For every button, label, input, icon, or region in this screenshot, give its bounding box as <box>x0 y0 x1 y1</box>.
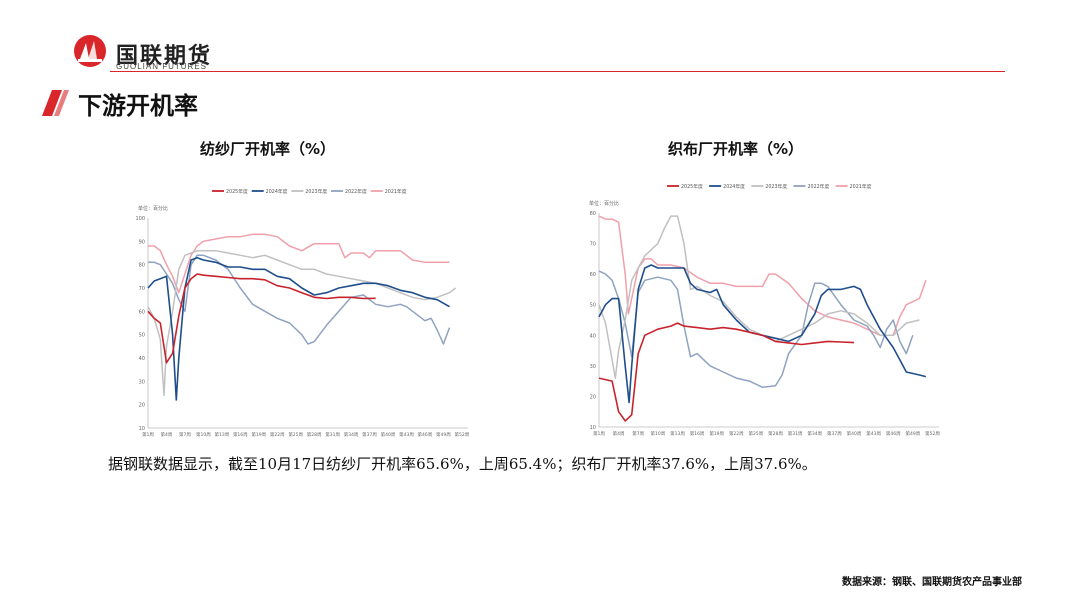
spinning-mill-rate-chart: 单位：百分比 10 20 30 40 50 60 70 80 90 100 第1周 第4周 第7周 第10周… <box>135 188 469 438</box>
x-tick-label: 第34周 <box>807 430 822 437</box>
legend-entry: 2025年度 <box>226 188 248 195</box>
x-tick-label: 第4周 <box>161 431 173 438</box>
y-tick-label: 10 <box>590 425 596 431</box>
y-tick-label: 20 <box>139 403 145 409</box>
x-tick-label: 第40周 <box>381 431 396 438</box>
y-tick-label: 70 <box>139 286 145 292</box>
y-tick-label: 40 <box>139 356 145 362</box>
chart-title-weaving: 织布厂开机率（%） <box>668 140 804 158</box>
series-line-2023年度 <box>147 249 457 397</box>
data-source: 数据来源：钢联、国联期货农产品事业部 <box>842 577 1022 588</box>
x-tick-label: 第43周 <box>399 431 414 438</box>
x-tick-label: 第1周 <box>593 430 605 437</box>
series-line-2021年度 <box>598 215 927 337</box>
weaving-mill-rate-chart: 单位：百分比1020304050607080第1周 第4周 第7周 第10周 第13周第… <box>589 183 940 437</box>
legend-entry: 2023年度 <box>305 188 327 195</box>
y-tick-label: 50 <box>590 303 596 309</box>
y-tick-label: 50 <box>139 333 145 339</box>
x-tick-label: 第46周 <box>886 430 901 437</box>
x-tick-label: 第13周 <box>670 430 685 437</box>
summary-text: 据钢联数据显示，截至10月17日纺纱厂开机率65.6%，上周65.4%；织布厂开… <box>108 455 817 473</box>
x-tick-label: 第28周 <box>307 431 322 438</box>
x-tick-label: 第37周 <box>362 431 377 438</box>
y-tick-label: 100 <box>135 216 145 222</box>
y-tick-label: 90 <box>139 239 145 245</box>
x-tick-label: 第37周 <box>827 430 842 437</box>
chart-title-spinning: 纺纱厂开机率（%） <box>200 140 336 158</box>
x-tick-label: 第49周 <box>436 431 451 438</box>
x-tick-label: 第28周 <box>768 430 783 437</box>
y-tick-label: 40 <box>590 333 596 339</box>
y-tick-label: 80 <box>590 211 596 217</box>
x-tick-label: 第10周 <box>196 431 211 438</box>
series-line-2024年度 <box>147 256 450 401</box>
legend-entry: 2022年度 <box>345 188 367 195</box>
legend-entry: 2022年度 <box>807 183 829 190</box>
title-accent-icon <box>42 90 69 116</box>
series-line-2024年度 <box>598 264 927 404</box>
series-line-2021年度 <box>148 233 450 294</box>
y-tick-label: 70 <box>590 242 596 248</box>
x-tick-label: 第25周 <box>749 430 764 437</box>
x-tick-label: 第4周 <box>613 430 625 437</box>
x-tick-label: 第16周 <box>233 431 248 438</box>
y-tick-label: 30 <box>590 364 596 370</box>
brand-name: 国联期货 <box>116 44 213 69</box>
y-tick-label: 10 <box>139 426 145 432</box>
x-tick-label: 第40周 <box>847 430 862 437</box>
y-tick-label: 80 <box>139 263 145 269</box>
legend-entry: 2025年度 <box>681 183 703 190</box>
x-tick-label: 第49周 <box>905 430 920 437</box>
x-tick-label: 第46周 <box>418 431 433 438</box>
x-tick-label: 第31周 <box>325 431 340 438</box>
series-line-2025年度 <box>598 322 855 422</box>
x-tick-label: 第13周 <box>214 431 229 438</box>
x-tick-label: 第52周 <box>925 430 940 437</box>
x-tick-label: 第31周 <box>788 430 803 437</box>
x-tick-label: 第43周 <box>866 430 881 437</box>
x-tick-label: 第10周 <box>650 430 665 437</box>
x-tick-label: 第22周 <box>270 431 285 438</box>
x-tick-label: 第52周 <box>454 431 469 438</box>
unit-label: 单位：百分比 <box>589 200 619 207</box>
x-tick-label: 第19周 <box>251 431 266 438</box>
series-line-2025年度 <box>147 273 376 364</box>
y-tick-label: 60 <box>590 272 596 278</box>
y-tick-label: 60 <box>139 309 145 315</box>
y-tick-label: 30 <box>139 379 145 385</box>
legend-entry: 2024年度 <box>723 183 745 190</box>
legend-entry: 2023年度 <box>765 183 787 190</box>
x-tick-label: 第7周 <box>632 430 644 437</box>
page-title: 下游开机率 <box>78 92 198 120</box>
x-tick-label: 第22周 <box>729 430 744 437</box>
legend-entry: 2021年度 <box>850 183 872 190</box>
header-divider <box>110 71 1005 72</box>
series-line-2023年度 <box>598 215 920 379</box>
x-tick-label: 第16周 <box>690 430 705 437</box>
guolian-logo-icon <box>74 35 106 67</box>
x-tick-label: 第1周 <box>142 431 154 438</box>
x-tick-label: 第25周 <box>288 431 303 438</box>
legend-entry: 2021年度 <box>385 188 407 195</box>
x-tick-label: 第34周 <box>344 431 359 438</box>
y-tick-label: 20 <box>590 394 596 400</box>
x-tick-label: 第19周 <box>709 430 724 437</box>
x-tick-label: 第7周 <box>179 431 191 438</box>
legend-entry: 2024年度 <box>266 188 288 195</box>
unit-label: 单位：百分比 <box>138 205 168 212</box>
brand-name-en: GUOLIAN FUTURES <box>116 62 208 71</box>
